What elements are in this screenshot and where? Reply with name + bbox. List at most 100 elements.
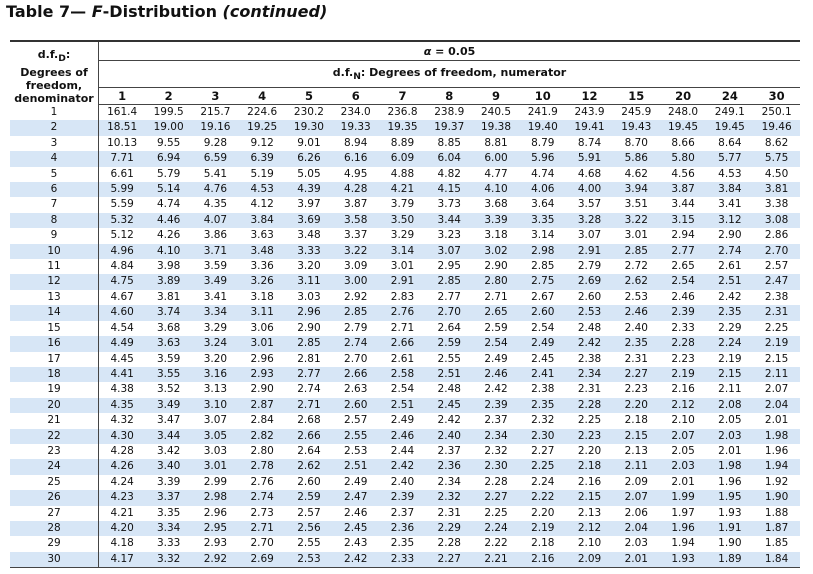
df-label: 4 bbox=[10, 151, 99, 167]
cell: 3.48 bbox=[297, 229, 321, 242]
cell: 2.24 bbox=[472, 520, 520, 537]
cell: 6.04 bbox=[425, 151, 473, 167]
cell: 2.27 bbox=[612, 366, 660, 383]
cell: 2.55 bbox=[332, 428, 380, 444]
cell: 4.39 bbox=[285, 182, 333, 198]
cell: 4.46 bbox=[145, 212, 193, 229]
cell: 3.23 bbox=[437, 229, 461, 242]
cell: 3.01 bbox=[238, 336, 286, 352]
cell: 2.71 bbox=[484, 290, 508, 303]
cell: 6.00 bbox=[472, 151, 520, 167]
cell: 2.64 bbox=[437, 321, 461, 334]
cell: 3.34 bbox=[192, 305, 239, 321]
cell: 2.40 bbox=[390, 475, 415, 488]
cell: 9.28 bbox=[203, 136, 228, 149]
cell: 2.96 bbox=[250, 352, 274, 365]
cell: 2.70 bbox=[250, 537, 274, 550]
cell: 2.61 bbox=[390, 352, 415, 365]
cell: 6.59 bbox=[192, 151, 239, 167]
cell: 2.37 bbox=[390, 506, 415, 519]
cell: 2.47 bbox=[753, 274, 800, 290]
cell: 4.96 bbox=[98, 243, 146, 260]
df-label: 11 bbox=[10, 259, 99, 275]
cell: 3.68 bbox=[156, 321, 181, 334]
cell: 4.32 bbox=[110, 414, 134, 427]
cell: 4.28 bbox=[332, 182, 380, 198]
cell: 2.25 bbox=[764, 321, 789, 334]
cell: 8.94 bbox=[344, 136, 368, 149]
cell: 2.45 bbox=[332, 520, 380, 537]
cell: 3.64 bbox=[531, 198, 555, 211]
table-row: 15 4.54 3.68 3.29 3.06 2.90 2.79 2.71 2.64 2.59 2.… bbox=[10, 320, 800, 337]
cell: 3.40 bbox=[145, 459, 193, 475]
cell: 2.32 bbox=[425, 490, 473, 506]
cell: 3.89 bbox=[145, 274, 193, 290]
cell: 2.36 bbox=[425, 459, 473, 475]
cell: 3.44 bbox=[425, 212, 473, 229]
cell: 2.28 bbox=[484, 475, 508, 488]
cell: 2.95 bbox=[437, 260, 461, 273]
cell: 2.55 bbox=[437, 352, 461, 365]
cell: 2.24 bbox=[706, 336, 754, 352]
cell: 2.04 bbox=[753, 397, 800, 414]
cell: 2.16 bbox=[519, 551, 567, 569]
cell: 2.13 bbox=[577, 506, 602, 519]
cell: 4.54 bbox=[110, 321, 134, 334]
cell: 6.26 bbox=[285, 151, 333, 167]
cell: 2.31 bbox=[753, 305, 800, 321]
cell: 2.34 bbox=[566, 366, 613, 383]
cell: 4.20 bbox=[98, 520, 146, 537]
cell: 3.59 bbox=[156, 352, 181, 365]
cell: 2.76 bbox=[250, 475, 274, 488]
column-header: 9 bbox=[472, 87, 520, 105]
cell: 2.96 bbox=[203, 506, 228, 519]
cell: 3.44 bbox=[671, 198, 695, 211]
cell: 6.61 bbox=[110, 167, 134, 180]
cell: 2.46 bbox=[379, 428, 426, 444]
cell: 3.12 bbox=[706, 212, 754, 229]
cell: 4.23 bbox=[98, 490, 146, 506]
cell: 4.53 bbox=[718, 167, 742, 180]
cell: 2.27 bbox=[425, 551, 473, 569]
cell: 2.60 bbox=[332, 397, 380, 414]
cell: 2.70 bbox=[753, 243, 800, 260]
cell: 1.89 bbox=[706, 551, 754, 569]
cell: 2.33 bbox=[671, 321, 695, 334]
cell: 4.41 bbox=[98, 366, 146, 383]
table-row: 13 4.67 3.81 3.41 3.18 3.03 2.92 2.83 2.77 2.71 2.… bbox=[10, 289, 800, 306]
cell: 2.23 bbox=[671, 352, 695, 365]
cell: 19.45 bbox=[659, 120, 707, 136]
cell: 3.07 bbox=[425, 243, 473, 260]
cell: 248.0 bbox=[668, 106, 699, 118]
cell: 3.86 bbox=[203, 229, 228, 242]
cell: 2.18 bbox=[531, 537, 555, 550]
cell: 19.41 bbox=[566, 120, 613, 136]
df-label: 26 bbox=[10, 490, 99, 506]
cell: 2.66 bbox=[379, 336, 426, 352]
cell: 3.01 bbox=[192, 459, 239, 475]
cell: 3.36 bbox=[250, 260, 274, 273]
cell: 2.15 bbox=[764, 352, 789, 365]
cell: 2.16 bbox=[577, 475, 602, 488]
cell: 2.71 bbox=[390, 321, 415, 334]
cell: 2.54 bbox=[472, 336, 520, 352]
cell: 2.72 bbox=[624, 260, 648, 273]
cell: 2.65 bbox=[671, 260, 695, 273]
cell: 1.85 bbox=[764, 537, 789, 550]
cell: 2.70 bbox=[425, 305, 473, 321]
column-header: 24 bbox=[706, 87, 754, 105]
table-row: 24 4.26 3.40 3.01 2.78 2.62 2.51 2.42 2.36 2.30 2.… bbox=[10, 459, 800, 475]
cell: 18.51 bbox=[98, 120, 146, 136]
cell: 2.19 bbox=[519, 520, 567, 537]
cell: 4.07 bbox=[192, 212, 239, 229]
cell: 3.49 bbox=[145, 397, 193, 414]
cell: 19.00 bbox=[145, 120, 193, 136]
table-row: 19 4.38 3.52 3.13 2.90 2.74 2.63 2.54 2.48 2.42 2.… bbox=[10, 382, 800, 398]
cell: 1.95 bbox=[706, 490, 754, 506]
cell: 1.96 bbox=[659, 520, 707, 537]
cell: 2.70 bbox=[344, 352, 368, 365]
cell: 8.85 bbox=[437, 136, 461, 149]
cell: 2.65 bbox=[472, 305, 520, 321]
cell: 2.03 bbox=[659, 459, 707, 475]
